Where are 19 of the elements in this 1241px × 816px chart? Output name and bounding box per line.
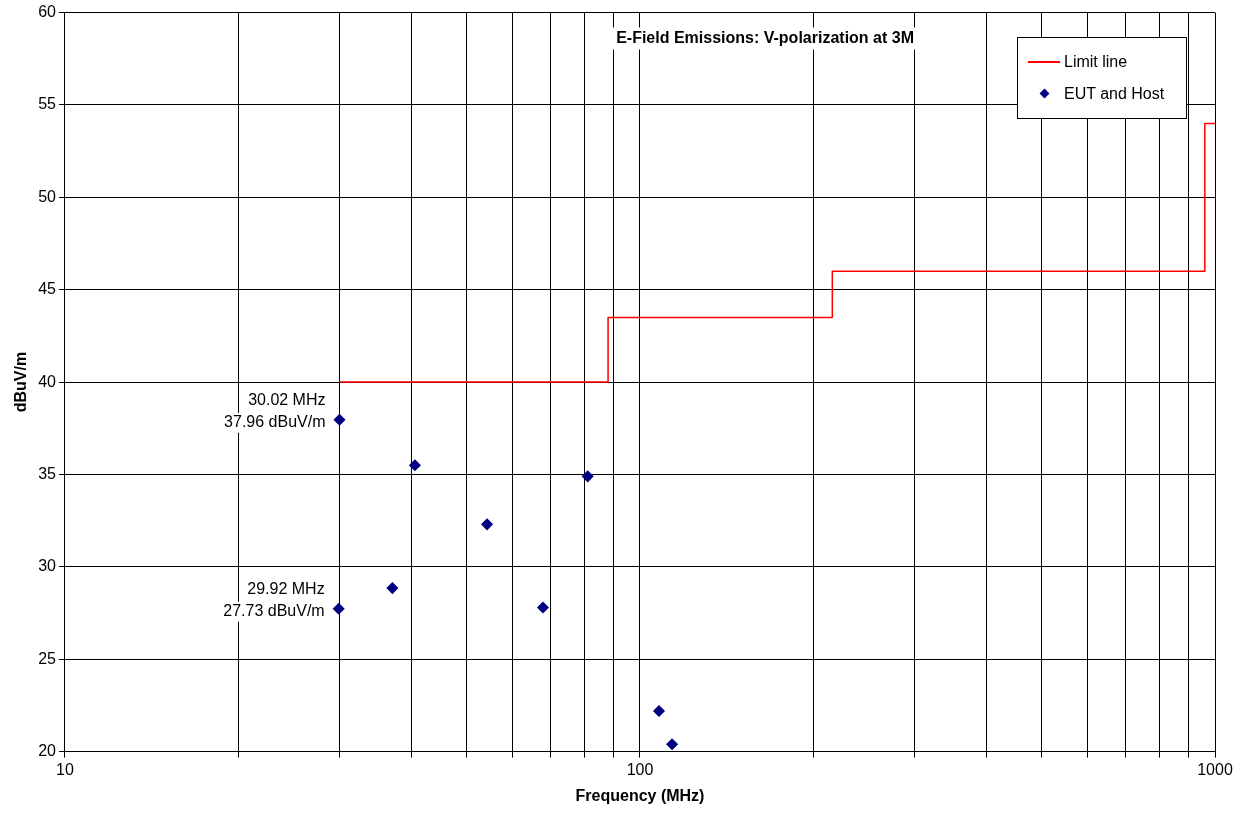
y-tick-label: 45	[38, 280, 57, 298]
y-tick-label: 35	[38, 464, 57, 482]
x-tick-label: 10	[56, 760, 74, 778]
x-axis-title: Frequency (MHz)	[575, 786, 705, 804]
x-tick-label: 1000	[1197, 760, 1233, 778]
y-tick-label: 60	[38, 3, 57, 21]
y-tick-label: 20	[38, 742, 57, 760]
y-tick-label: 40	[38, 372, 57, 390]
legend-label: Limit line	[1064, 52, 1128, 71]
x-tick-label: 100	[626, 760, 654, 778]
y-tick-label: 30	[38, 557, 57, 575]
annotation: 29.92 MHz 27.73 dBuV/m	[223, 580, 325, 620]
y-tick-label: 55	[38, 95, 57, 113]
text: E-Field Emissions: V-polarization at 3M	[616, 29, 914, 47]
annotation: 30.02 MHz 37.96 dBuV/m	[224, 391, 326, 431]
y-tick-label: 25	[38, 649, 57, 667]
legend-label: EUT and Host	[1064, 84, 1165, 103]
y-axis-title: dBuV/m	[12, 351, 30, 413]
y-tick-label: 50	[38, 187, 57, 205]
